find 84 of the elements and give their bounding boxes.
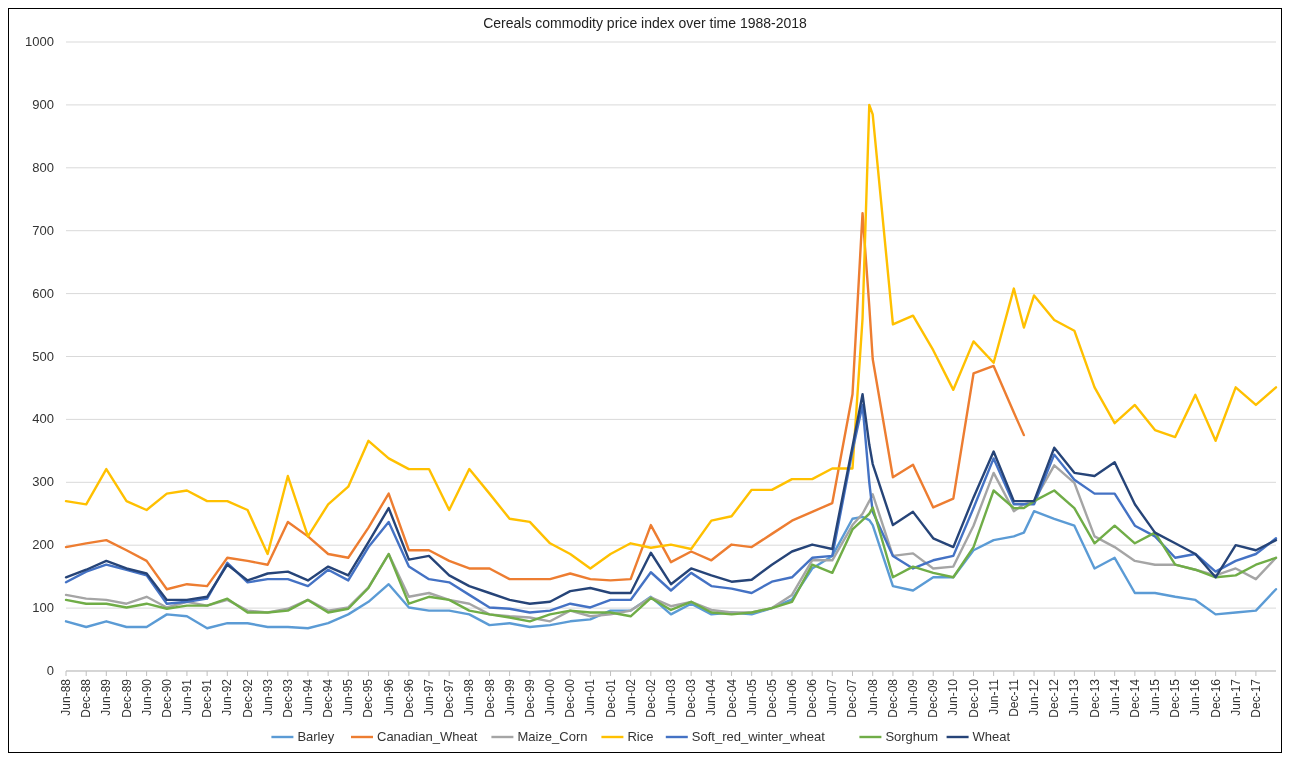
x-tick-label: Jun-15 xyxy=(1147,678,1162,716)
x-tick-label: Jun-95 xyxy=(341,678,356,716)
y-tick-label: 0 xyxy=(46,663,54,678)
x-tick-label: Dec-01 xyxy=(603,678,618,718)
x-tick-label: Dec-93 xyxy=(280,678,295,718)
legend-label: Soft_red_winter_wheat xyxy=(691,729,826,744)
x-tick-label: Dec-02 xyxy=(643,678,658,718)
y-tick-label: 1000 xyxy=(25,34,54,49)
x-tick-label: Jun-93 xyxy=(260,678,275,716)
y-tick-label: 700 xyxy=(32,222,54,238)
x-tick-label: Jun-14 xyxy=(1107,678,1122,716)
legend-label: Sorghum xyxy=(885,729,939,744)
line-series xyxy=(64,211,1026,591)
x-tick-label: Dec-94 xyxy=(321,678,336,718)
legend-label: Wheat xyxy=(972,729,1011,744)
x-tick-label: Dec-12 xyxy=(1047,678,1062,718)
x-tick-label: Jun-94 xyxy=(300,678,315,716)
x-tick-label: Dec-91 xyxy=(200,678,215,718)
x-tick-label: Jun-05 xyxy=(744,678,759,716)
x-tick-label: Jun-98 xyxy=(462,678,477,716)
x-tick-label: Dec-97 xyxy=(442,678,457,718)
x-tick-label: Jun-08 xyxy=(865,678,880,716)
x-tick-label: Dec-96 xyxy=(401,678,416,718)
y-tick-label: 800 xyxy=(32,159,54,175)
x-tick-label: Dec-99 xyxy=(522,678,537,718)
y-tick-label: 500 xyxy=(32,348,54,364)
x-tick-label: Jun-11 xyxy=(986,678,1001,715)
x-tick-label: Jun-92 xyxy=(220,678,235,716)
y-tick-label: 900 xyxy=(32,96,54,112)
x-tick-label: Jun-96 xyxy=(381,678,396,716)
x-tick-label: Dec-90 xyxy=(159,678,174,718)
x-tick-label: Dec-07 xyxy=(845,678,860,718)
x-tick-label: Dec-04 xyxy=(724,678,739,718)
x-tick-label: Jun-10 xyxy=(946,678,961,716)
line-series xyxy=(64,510,1278,630)
y-tick-label: 600 xyxy=(32,285,54,301)
x-tick-label: Jun-12 xyxy=(1027,678,1042,716)
x-tick-label: Jun-91 xyxy=(179,678,194,716)
line-series xyxy=(64,103,1278,570)
x-tick-label: Jun-09 xyxy=(906,678,921,716)
x-tick-label: Dec-09 xyxy=(926,678,941,718)
x-tick-label: Dec-95 xyxy=(361,678,376,718)
x-tick-label: Dec-10 xyxy=(966,678,981,718)
line-series xyxy=(64,489,1278,623)
x-tick-label: Jun-02 xyxy=(623,678,638,716)
x-tick-label: Dec-98 xyxy=(482,678,497,718)
x-tick-label: Dec-17 xyxy=(1248,678,1263,718)
x-tick-label: Jun-89 xyxy=(99,678,114,716)
y-tick-label: 300 xyxy=(32,474,54,490)
y-tick-label: 100 xyxy=(32,600,54,616)
x-tick-label: Jun-90 xyxy=(139,678,154,716)
y-tick-label: 400 xyxy=(32,411,54,427)
legend-label: Maize_Corn xyxy=(517,729,588,744)
x-tick-label: Dec-08 xyxy=(885,678,900,718)
x-tick-label: Jun-01 xyxy=(583,678,598,716)
x-tick-label: Jun-07 xyxy=(825,678,840,716)
x-tick-label: Dec-14 xyxy=(1127,678,1142,718)
x-tick-label: Dec-92 xyxy=(240,678,255,718)
x-tick-label: Jun-00 xyxy=(543,678,558,716)
x-tick-label: Jun-97 xyxy=(421,678,436,716)
x-tick-label: Jun-06 xyxy=(784,678,799,716)
x-tick-label: Jun-16 xyxy=(1188,678,1203,716)
x-tick-label: Jun-99 xyxy=(502,678,517,716)
x-tick-label: Dec-06 xyxy=(805,678,820,718)
line-series xyxy=(64,464,1278,623)
x-tick-label: Dec-16 xyxy=(1208,678,1223,718)
y-tick-label: 200 xyxy=(32,537,54,553)
x-tick-label: Dec-13 xyxy=(1087,678,1102,718)
x-tick-label: Jun-17 xyxy=(1228,678,1243,716)
x-tick-label: Dec-03 xyxy=(684,678,699,718)
legend-label: Canadian_Wheat xyxy=(377,729,478,744)
chart-title: Cereals commodity price index over time 1988-2018 xyxy=(483,15,808,31)
x-tick-label: Dec-89 xyxy=(119,678,134,718)
x-tick-label: Jun-03 xyxy=(663,678,678,716)
x-tick-label: Dec-05 xyxy=(764,678,779,718)
x-tick-label: Dec-15 xyxy=(1168,678,1183,718)
legend-label: Rice xyxy=(627,729,654,744)
legend-label: Barley xyxy=(297,729,335,744)
x-tick-label: Dec-00 xyxy=(563,678,578,718)
x-tick-label: Dec-88 xyxy=(79,678,94,718)
x-tick-label: Jun-04 xyxy=(704,678,719,716)
x-tick-label: Dec-11 xyxy=(1006,678,1021,717)
x-tick-label: Jun-13 xyxy=(1067,678,1082,716)
x-tick-label: Jun-88 xyxy=(59,678,73,716)
